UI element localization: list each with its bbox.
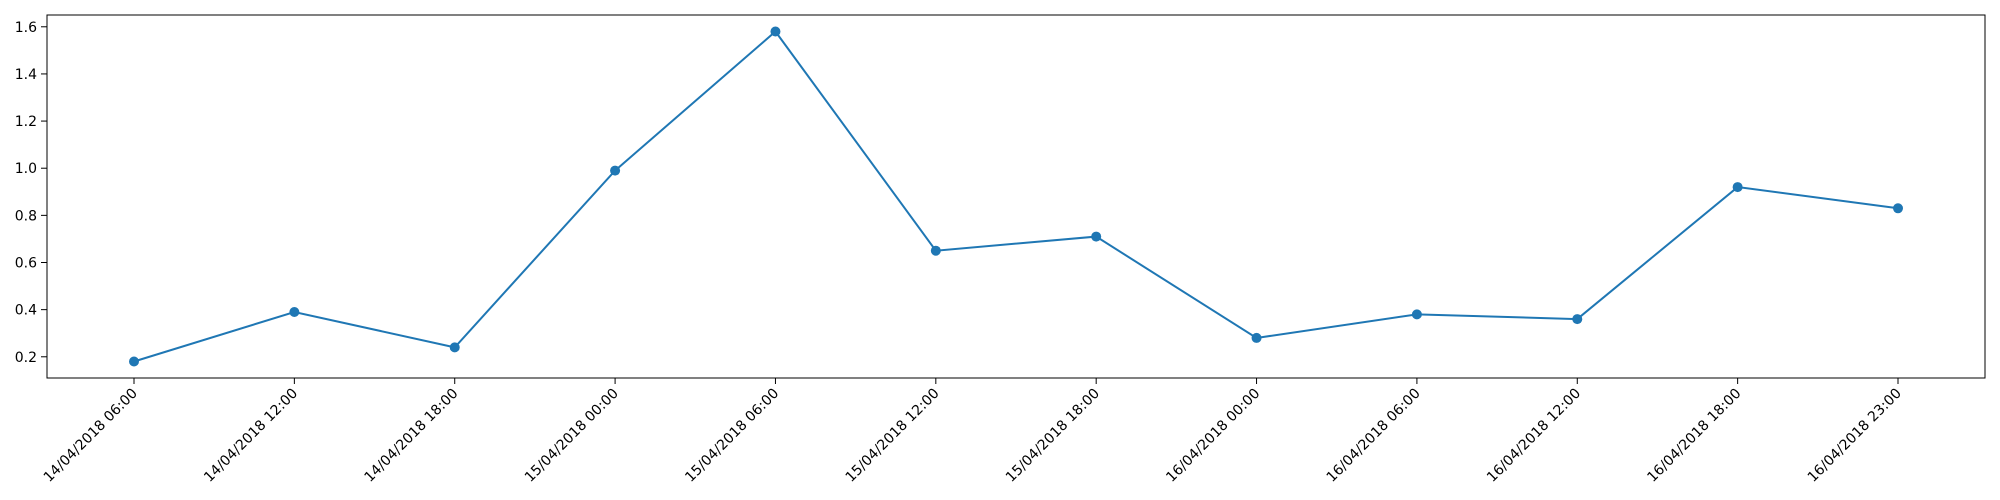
x-tick-label: 16/04/2018 23:00 bbox=[1805, 386, 1905, 486]
x-tick-label: 16/04/2018 12:00 bbox=[1484, 386, 1584, 486]
data-point bbox=[1732, 182, 1743, 193]
y-tick-label: 0.4 bbox=[15, 303, 37, 319]
x-tick-label: 16/04/2018 18:00 bbox=[1644, 386, 1744, 486]
data-point bbox=[930, 245, 941, 256]
x-tick-label: 14/04/2018 18:00 bbox=[362, 386, 462, 486]
data-point bbox=[770, 26, 781, 37]
x-tick-label: 14/04/2018 12:00 bbox=[201, 386, 301, 486]
plot-frame bbox=[46, 14, 1986, 379]
x-axis: 14/04/2018 06:00 14/04/2018 12:00 14/04/20… bbox=[41, 378, 1905, 486]
data-point bbox=[610, 165, 621, 176]
data-point bbox=[129, 356, 139, 367]
y-tick-label: 1.2 bbox=[15, 114, 37, 130]
x-tick-label: 15/04/2018 12:00 bbox=[843, 386, 943, 486]
data-point bbox=[1411, 309, 1422, 320]
data-point bbox=[449, 342, 460, 353]
y-tick-label: 1.4 bbox=[15, 67, 37, 83]
x-tick-label: 15/04/2018 00:00 bbox=[522, 386, 622, 486]
data-point bbox=[1893, 203, 1903, 214]
x-tick-label: 15/04/2018 18:00 bbox=[1003, 386, 1103, 486]
data-point bbox=[1251, 332, 1262, 343]
x-tick-label: 16/04/2018 00:00 bbox=[1163, 386, 1263, 486]
y-tick-label: 1.6 bbox=[15, 20, 37, 36]
y-tick-label: 0.6 bbox=[15, 256, 37, 272]
x-tick-label: 14/04/2018 06:00 bbox=[41, 386, 141, 486]
series-line bbox=[133, 30, 1899, 363]
y-tick-label: 1.0 bbox=[15, 161, 37, 177]
y-tick-label: 0.2 bbox=[15, 350, 37, 366]
x-tick-label: 16/04/2018 06:00 bbox=[1324, 386, 1424, 486]
x-tick-label: 15/04/2018 06:00 bbox=[682, 386, 782, 486]
y-tick-label: 0.8 bbox=[15, 208, 37, 224]
y-axis: 0.2 0.4 0.6 0.8 1.0 1.2 1.4 1.6 bbox=[15, 20, 47, 366]
data-point bbox=[1572, 314, 1583, 325]
data-point bbox=[1091, 231, 1102, 242]
data-point bbox=[289, 307, 300, 317]
series-points bbox=[129, 26, 1903, 367]
